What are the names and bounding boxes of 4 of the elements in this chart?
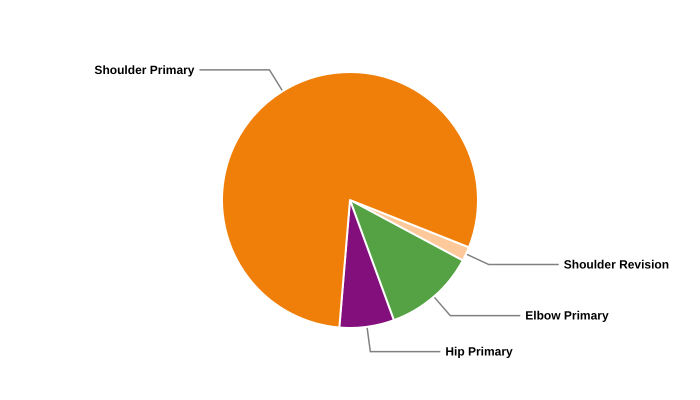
slice-label: Shoulder Revision xyxy=(564,258,670,272)
slice-label: Elbow Primary xyxy=(525,308,609,323)
slice-label: Shoulder Primary xyxy=(94,62,195,77)
slice-label: Hip Primary xyxy=(445,344,514,359)
